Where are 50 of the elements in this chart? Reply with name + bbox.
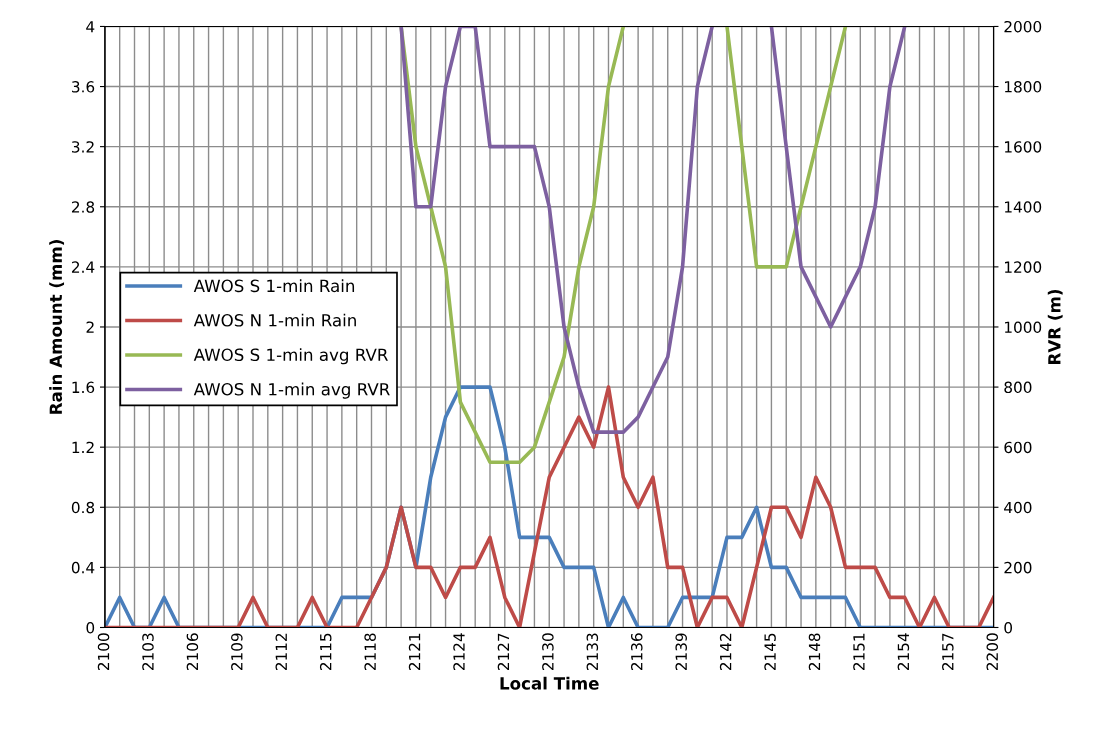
legend-label: AWOS S 1-min avg RVR	[193, 348, 388, 365]
y2-tick-label: 200	[1004, 561, 1032, 574]
y2-tick-label: 1000	[1005, 321, 1042, 333]
y2-tick-label: 1400	[1005, 201, 1042, 213]
x-tick-label: 2133	[586, 633, 599, 671]
x-tick-label: 2148	[808, 633, 821, 671]
x-tick-label: 2154	[897, 633, 910, 671]
x-tick-label: 2127	[497, 633, 510, 671]
legend-label: AWOS N 1-min Rain	[193, 313, 356, 327]
x-tick-label: 2157	[942, 633, 954, 671]
y-tick-label: 1.6	[72, 381, 95, 394]
y2-tick-label: 2000	[1004, 20, 1042, 33]
x-tick-label: 2130	[542, 633, 554, 671]
legend-label: AWOS S 1-min Rain	[193, 279, 355, 293]
x-tick-label: 2136	[630, 633, 643, 671]
x-axis-title: Local Time	[500, 676, 599, 690]
x-tick-label: 2100	[97, 633, 110, 671]
x-tick-label: 2112	[275, 633, 287, 671]
x-tick-label: 2139	[675, 633, 687, 671]
y-tick-label: 0.8	[71, 501, 95, 514]
x-tick-label: 2103	[142, 633, 154, 671]
y2-tick-label: 800	[1004, 381, 1032, 394]
x-tick-label: 2124	[453, 633, 465, 671]
x-tick-label: 2142	[719, 633, 732, 671]
y2-tick-label: 400	[1004, 501, 1032, 514]
x-tick-label: 2151	[853, 633, 865, 671]
x-tick-label: 2109	[231, 633, 243, 671]
y-tick-label: 2.8	[71, 201, 95, 213]
y2-tick-label: 600	[1004, 441, 1032, 454]
y-tick-label: 0.4	[71, 561, 95, 574]
y-axis-title: Rain Amount (mm)	[49, 240, 65, 414]
y2-axis-title: RVR (m)	[1047, 289, 1063, 364]
x-tick-label: 2200	[986, 633, 999, 671]
legend-label: AWOS N 1-min avg RVR	[193, 382, 390, 399]
y-tick-label: 2	[86, 321, 94, 333]
y-tick-label: 2.4	[71, 261, 95, 273]
x-tick-label: 2106	[186, 633, 199, 671]
y-tick-label: 0	[86, 621, 95, 634]
x-tick-label: 2121	[408, 633, 421, 671]
y2-tick-label: 1200	[1005, 261, 1042, 273]
x-tick-label: 2145	[764, 633, 776, 671]
x-tick-label: 2115	[319, 633, 332, 671]
y2-tick-label: 1800	[1005, 81, 1042, 93]
y2-tick-label: 1600	[1005, 141, 1042, 153]
y-tick-label: 3.6	[72, 81, 95, 93]
x-tick-label: 2118	[364, 633, 376, 671]
y2-tick-label: 0	[1004, 621, 1013, 634]
y-tick-label: 4	[86, 21, 95, 33]
y-tick-label: 3.2	[72, 141, 94, 153]
y-tick-label: 1.2	[72, 441, 94, 453]
